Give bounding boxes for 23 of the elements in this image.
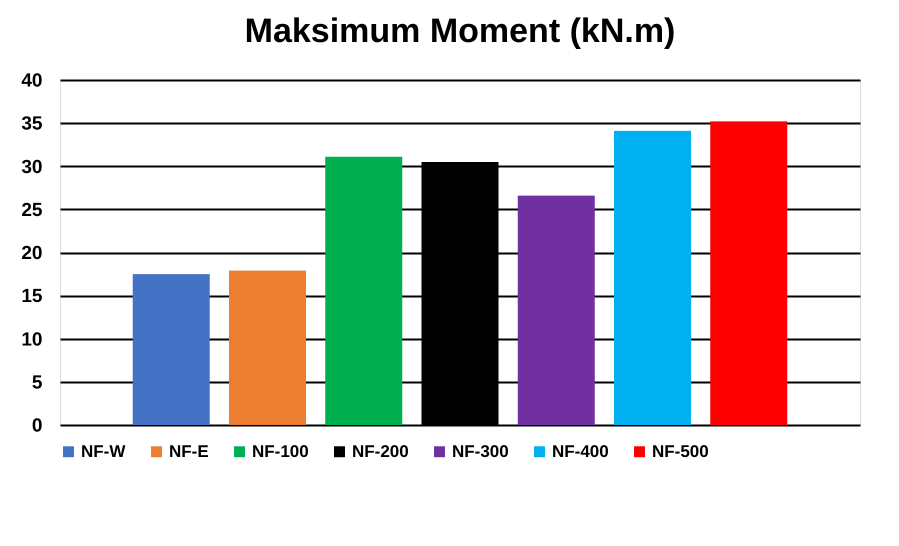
legend-label: NF-500	[652, 442, 709, 461]
y-tick-label: 10	[21, 329, 42, 350]
legend-label: NF-400	[552, 442, 609, 461]
y-tick-label: 40	[21, 70, 42, 92]
y-tick-label: 30	[21, 156, 42, 178]
legend-label: NF-E	[169, 442, 209, 461]
legend-label: NF-100	[252, 442, 309, 461]
legend-label: NF-200	[352, 442, 409, 461]
legend-label: NF-W	[81, 442, 126, 461]
y-tick-label: 20	[21, 243, 42, 264]
y-tick-label: 15	[21, 286, 43, 308]
chart-title: Maksimum Moment (kN.m)	[244, 12, 676, 50]
y-tick-label: 25	[21, 200, 43, 221]
bar	[228, 270, 306, 425]
bar	[325, 156, 402, 425]
bar	[132, 274, 210, 425]
y-tick-label: 5	[32, 372, 43, 394]
legend-label: NF-300	[452, 442, 509, 461]
bar	[518, 196, 595, 425]
y-tick-label: 0	[32, 416, 42, 436]
bar	[710, 121, 788, 425]
y-tick-label: 35	[21, 114, 43, 135]
bar	[614, 130, 692, 425]
